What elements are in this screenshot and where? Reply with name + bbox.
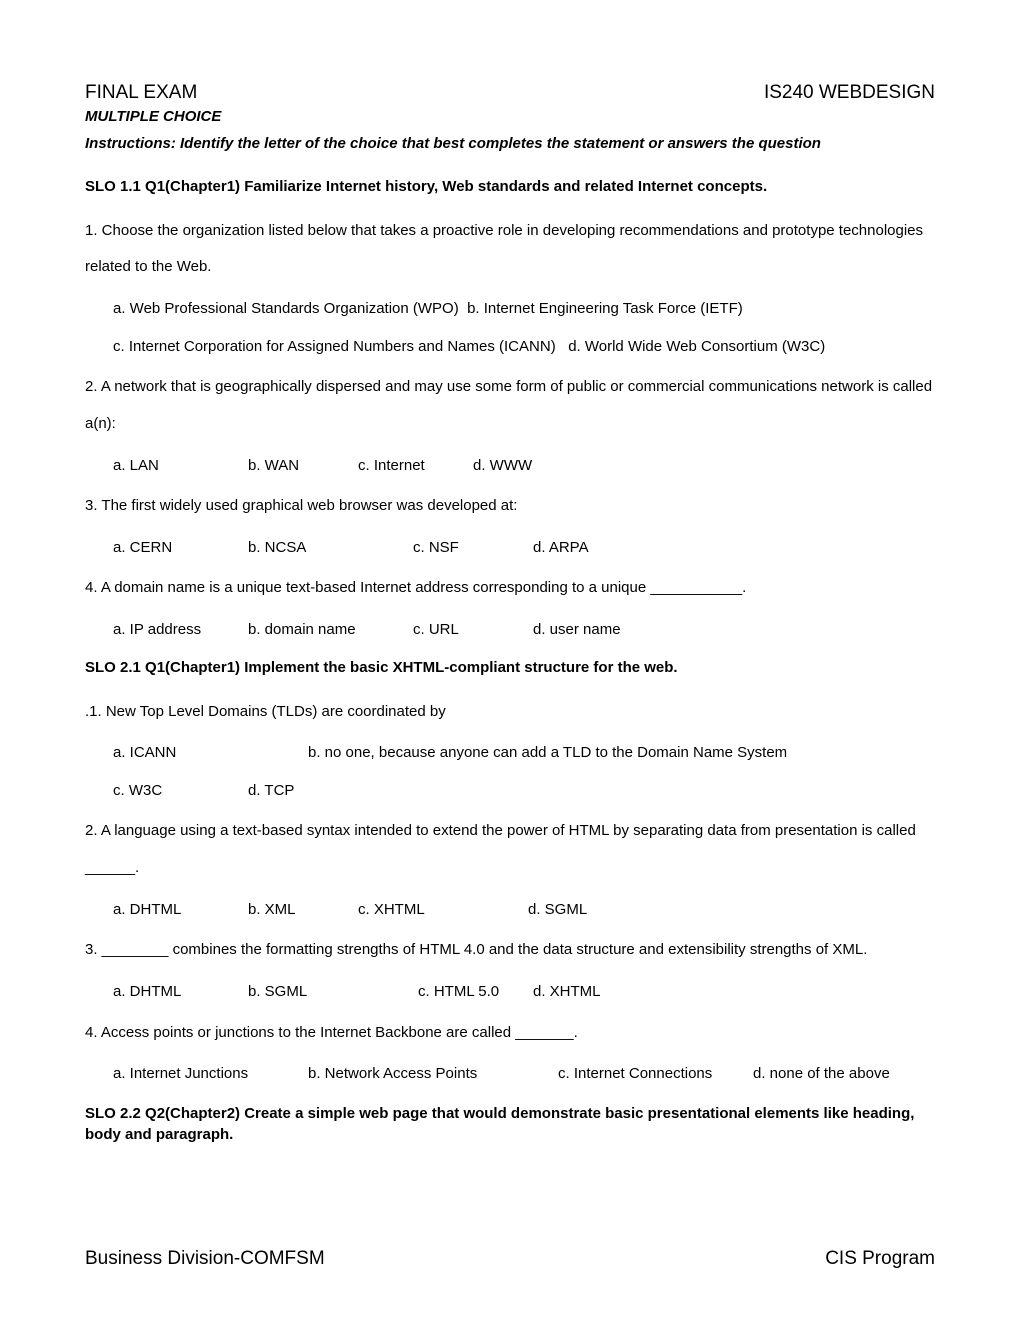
- instructions-text: Instructions: Identify the letter of the…: [85, 127, 935, 162]
- question-2-1-1-options: a. ICANNb. no one, because anyone can ad…: [85, 734, 935, 809]
- multiple-choice-label: MULTIPLE CHOICE: [85, 108, 935, 125]
- q214-opt-c: c. Internet Connections: [558, 1055, 753, 1093]
- q214-opt-d: d. none of the above: [753, 1055, 890, 1093]
- question-2-1-4-options: a. Internet Junctionsb. Network Access P…: [85, 1055, 935, 1093]
- q213-opt-c: c. HTML 5.0: [418, 973, 533, 1011]
- q212-opt-d: d. SGML: [528, 891, 587, 929]
- q211-opt-a: a. ICANN: [113, 734, 308, 772]
- q212-opt-c: c. XHTML: [358, 891, 528, 929]
- q2-opt-b: b. WAN: [248, 447, 358, 485]
- slo-1-1-heading: SLO 1.1 Q1(Chapter1) Familiarize Interne…: [85, 178, 935, 195]
- slo-2-1-heading: SLO 2.1 Q1(Chapter1) Implement the basic…: [85, 659, 935, 676]
- question-1-options: a. Web Professional Standards Organizati…: [85, 290, 935, 365]
- q4-opt-b: b. domain name: [248, 611, 413, 649]
- q3-opt-a: a. CERN: [113, 529, 248, 567]
- question-2-1-3-options: a. DHTMLb. SGMLc. HTML 5.0d. XHTML: [85, 973, 935, 1011]
- question-4: 4. A domain name is a unique text-based …: [85, 570, 935, 607]
- q3-opt-c: c. NSF: [413, 529, 533, 567]
- header-left: FINAL EXAM: [85, 82, 197, 104]
- q1-opt-d: d. World Wide Web Consortium (W3C): [568, 328, 825, 366]
- q1-opt-b: b. Internet Engineering Task Force (IETF…: [467, 290, 743, 328]
- footer-right: CIS Program: [825, 1248, 935, 1270]
- q211-opt-c: c. W3C: [113, 772, 248, 810]
- q212-opt-a: a. DHTML: [113, 891, 248, 929]
- header-right: IS240 WEBDESIGN: [764, 82, 935, 104]
- q2-opt-a: a. LAN: [113, 447, 248, 485]
- question-2-options: a. LANb. WANc. Internetd. WWW: [85, 447, 935, 485]
- page-header: FINAL EXAM IS240 WEBDESIGN: [85, 82, 935, 104]
- question-1: 1. Choose the organization listed below …: [85, 213, 935, 287]
- slo-2-2-heading: SLO 2.2 Q2(Chapter2) Create a simple web…: [85, 1103, 935, 1145]
- q2-opt-d: d. WWW: [473, 447, 532, 485]
- q213-opt-a: a. DHTML: [113, 973, 248, 1011]
- question-2-1-1: .1. New Top Level Domains (TLDs) are coo…: [85, 694, 935, 731]
- question-2-1-2-options: a. DHTMLb. XMLc. XHTMLd. SGML: [85, 891, 935, 929]
- q213-opt-d: d. XHTML: [533, 973, 601, 1011]
- question-2-1-4: 4. Access points or junctions to the Int…: [85, 1015, 935, 1052]
- q213-opt-b: b. SGML: [248, 973, 418, 1011]
- question-2-1-3: 3. ________ combines the formatting stre…: [85, 932, 935, 969]
- q3-opt-b: b. NCSA: [248, 529, 413, 567]
- page-footer: Business Division-COMFSM CIS Program: [85, 1248, 935, 1270]
- question-4-options: a. IP addressb. domain namec. URLd. user…: [85, 611, 935, 649]
- q214-opt-b: b. Network Access Points: [308, 1055, 558, 1093]
- q2-opt-c: c. Internet: [358, 447, 473, 485]
- q4-opt-a: a. IP address: [113, 611, 248, 649]
- question-2: 2. A network that is geographically disp…: [85, 369, 935, 443]
- question-3-options: a. CERNb. NCSAc. NSFd. ARPA: [85, 529, 935, 567]
- q4-opt-d: d. user name: [533, 611, 621, 649]
- q1-opt-a: a. Web Professional Standards Organizati…: [113, 290, 459, 328]
- q1-opt-c: c. Internet Corporation for Assigned Num…: [113, 328, 556, 366]
- q211-opt-d: d. TCP: [248, 772, 294, 810]
- q214-opt-a: a. Internet Junctions: [113, 1055, 308, 1093]
- footer-left: Business Division-COMFSM: [85, 1248, 325, 1270]
- q3-opt-d: d. ARPA: [533, 529, 589, 567]
- q212-opt-b: b. XML: [248, 891, 358, 929]
- q4-opt-c: c. URL: [413, 611, 533, 649]
- question-2-1-2: 2. A language using a text-based syntax …: [85, 813, 935, 887]
- q211-opt-b: b. no one, because anyone can add a TLD …: [308, 734, 787, 772]
- question-3: 3. The first widely used graphical web b…: [85, 488, 935, 525]
